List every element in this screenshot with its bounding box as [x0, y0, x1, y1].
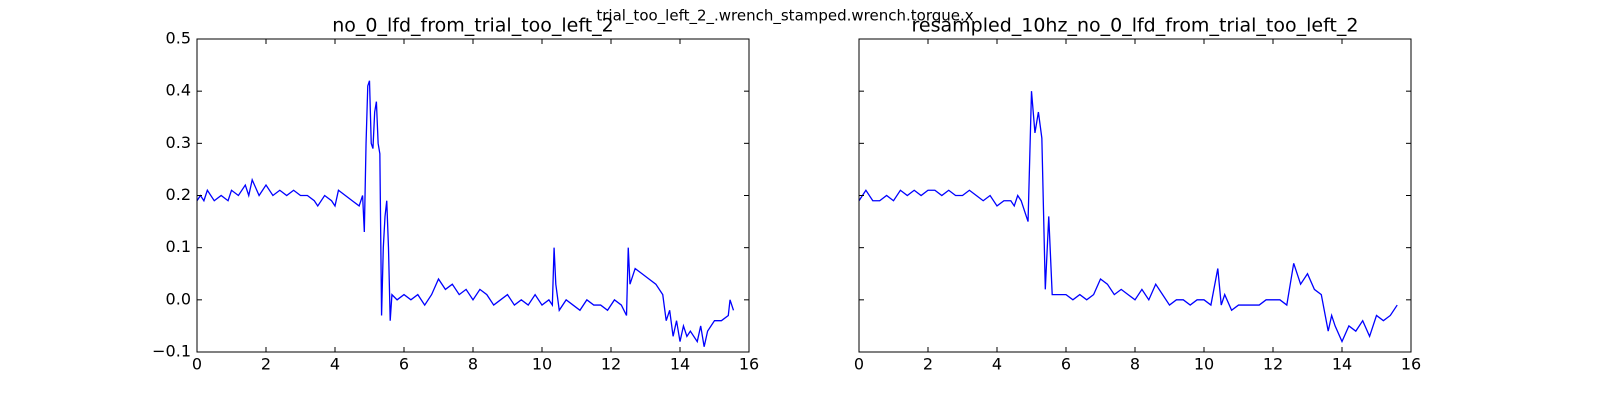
y-tick-label: 0.3 — [166, 133, 191, 152]
y-tick-label: 0.1 — [166, 237, 191, 256]
x-tick-label: 4 — [330, 355, 340, 374]
x-tick-label: 10 — [532, 355, 552, 374]
x-tick-label: 12 — [601, 355, 621, 374]
axes-title: no_0_lfd_from_trial_too_left_2 — [332, 15, 614, 37]
axes-frame — [196, 38, 750, 353]
x-tick-label: 4 — [992, 355, 1002, 374]
x-tick-label: 16 — [1401, 355, 1421, 374]
x-tick-label: 14 — [1332, 355, 1352, 374]
x-tick-label: 0 — [192, 355, 202, 374]
x-tick-label: 8 — [468, 355, 478, 374]
x-tick-label: 10 — [1194, 355, 1214, 374]
y-tick-label: 0.4 — [166, 81, 191, 100]
data-line — [196, 80, 735, 347]
x-tick-label: 14 — [670, 355, 690, 374]
x-tick-label: 2 — [923, 355, 933, 374]
y-tick-label: 0.2 — [166, 185, 191, 204]
y-tick-label: 0.5 — [166, 29, 191, 48]
x-tick-label: 8 — [1130, 355, 1140, 374]
figure-title: trial_too_left_2_.wrench_stamped.wrench.… — [596, 7, 973, 26]
axes-title: resampled_10hz_no_0_lfd_from_trial_too_l… — [912, 15, 1359, 37]
x-tick-label: 6 — [399, 355, 409, 374]
y-tick-label: 0.0 — [166, 289, 191, 308]
data-line — [858, 91, 1398, 344]
x-tick-label: 2 — [261, 355, 271, 374]
x-tick-label: 16 — [739, 355, 759, 374]
x-tick-label: 6 — [1061, 355, 1071, 374]
y-tick-label: −0.1 — [152, 342, 191, 361]
axes-frame — [858, 38, 1412, 353]
x-tick-label: 12 — [1263, 355, 1283, 374]
x-tick-label: 0 — [854, 355, 864, 374]
